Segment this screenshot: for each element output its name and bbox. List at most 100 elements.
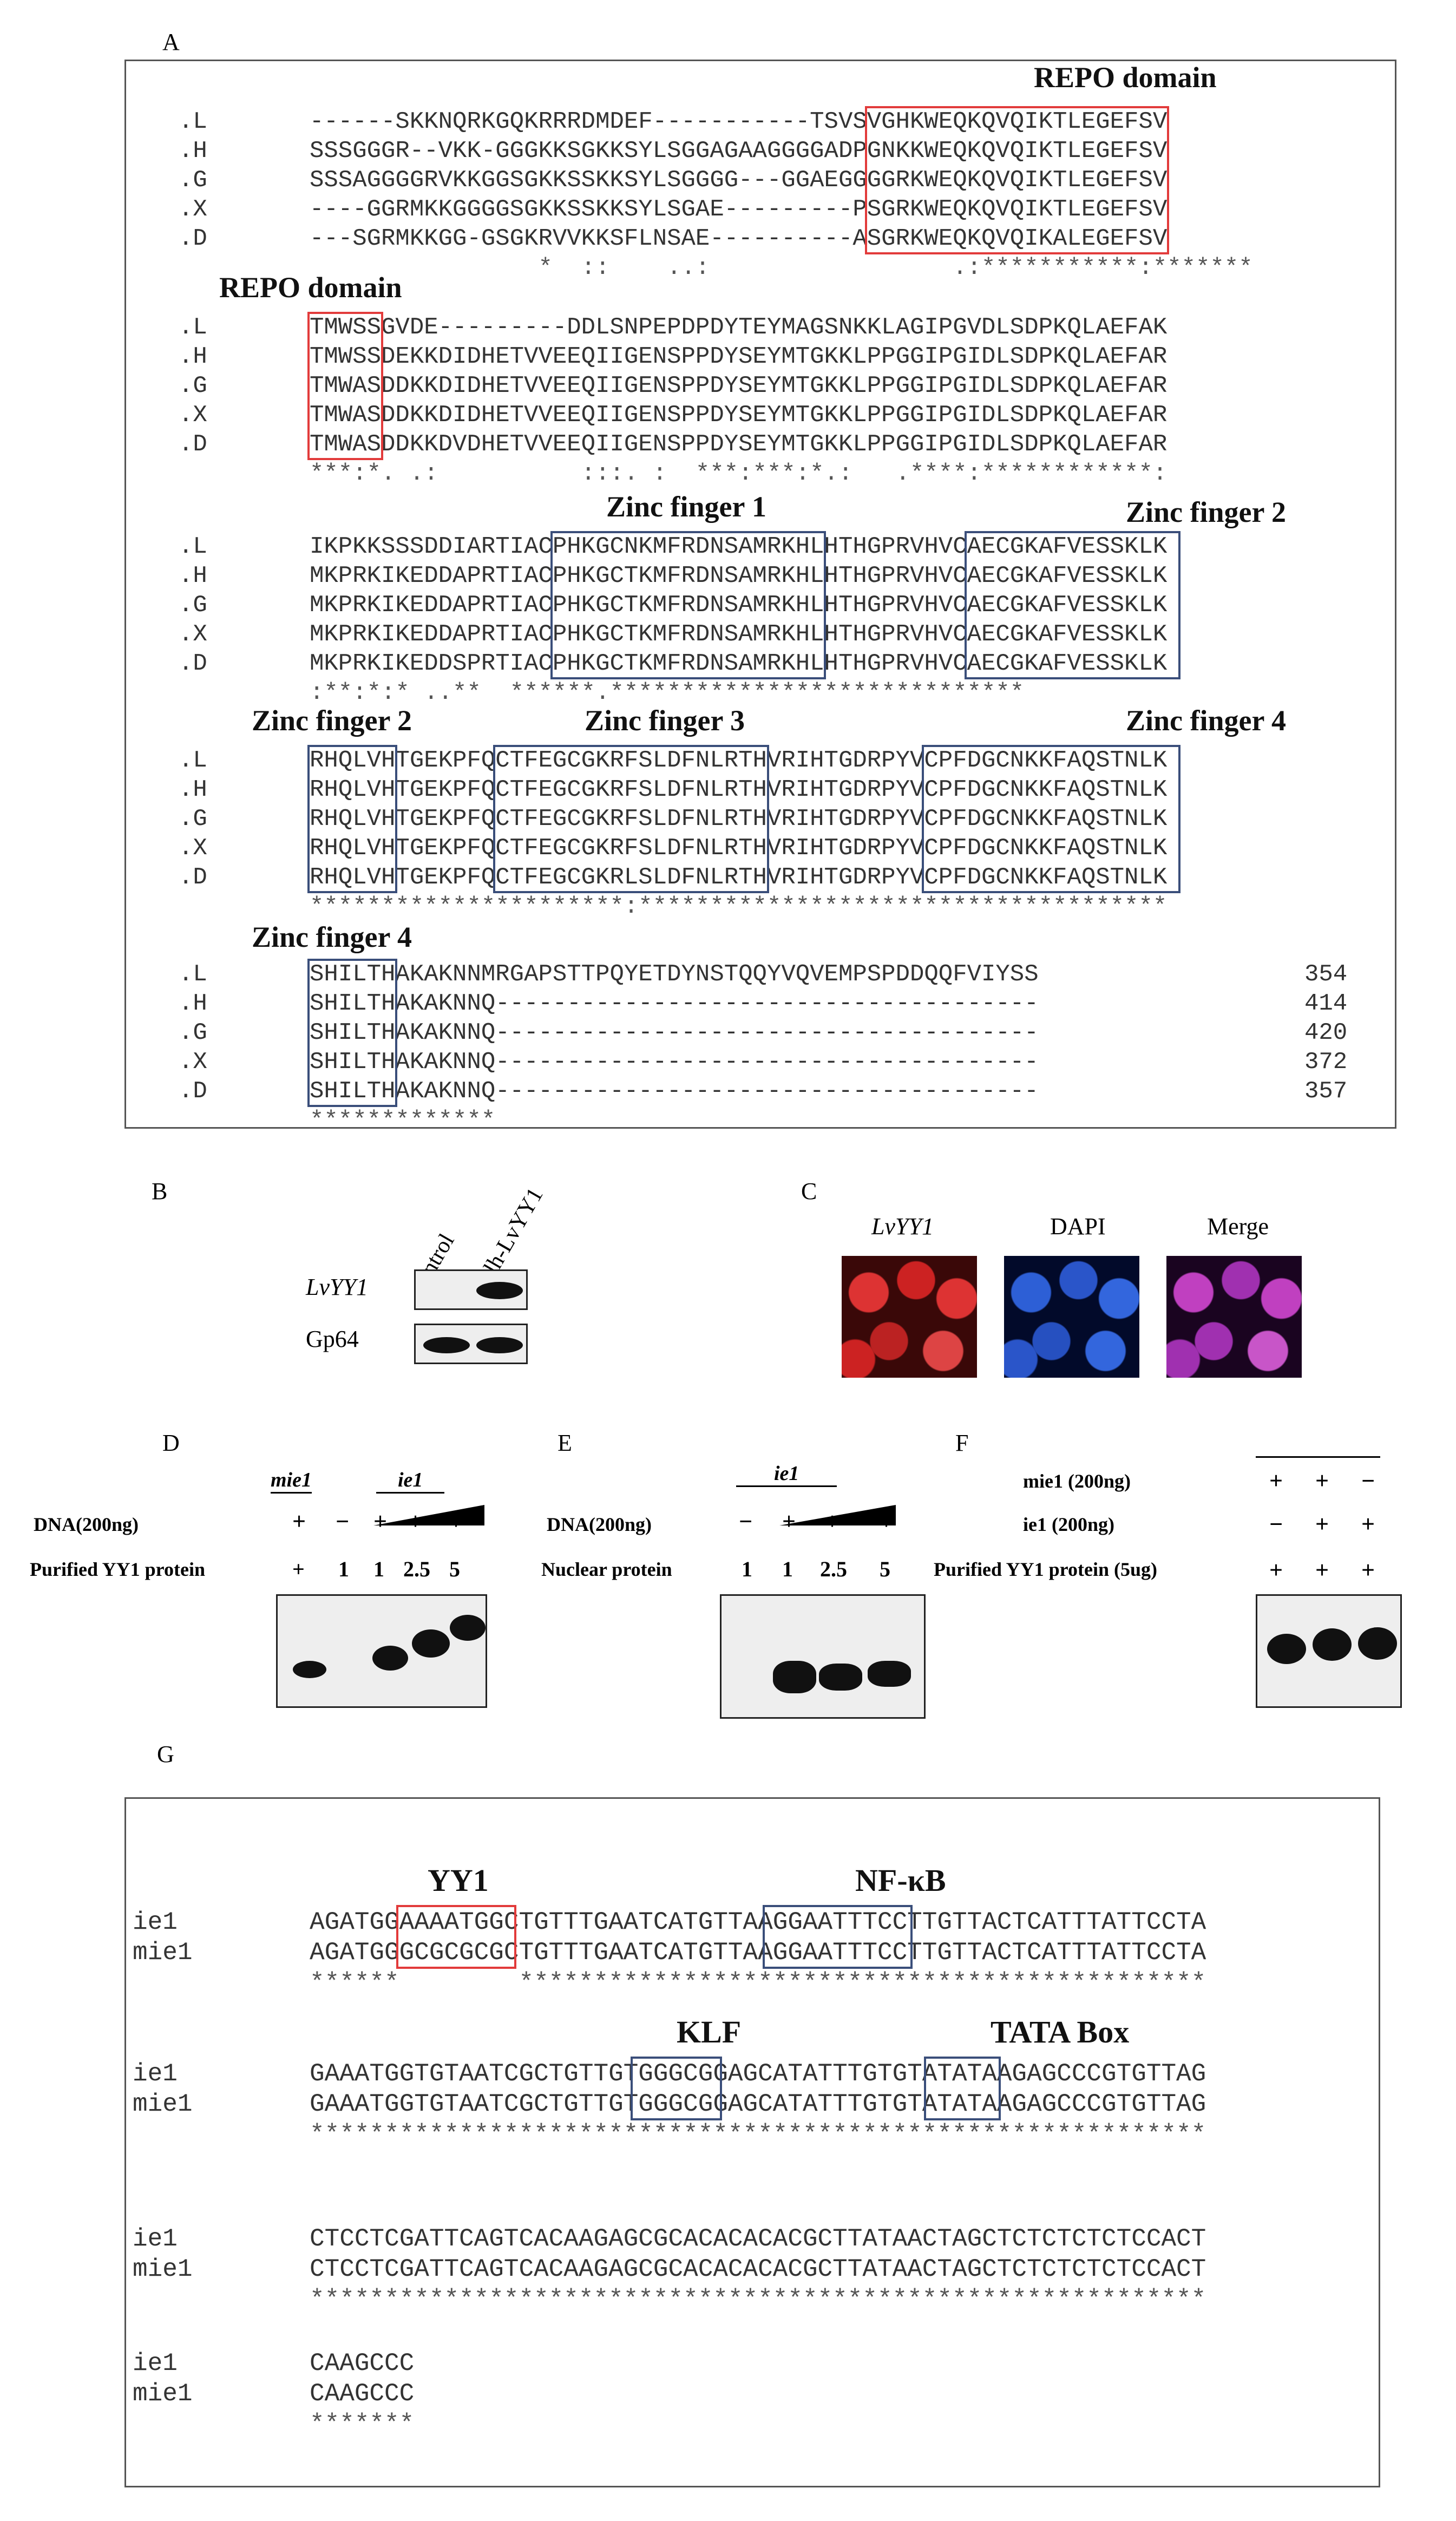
seq-row-4-3: SHILTHAKAKNNQ---------------------------… [310, 1049, 1039, 1076]
g-seq-row-3-0: CAAGCCC [310, 2349, 415, 2378]
seq-row-2-2: MKPRKIKEDDAPRTIACPHKGCTKMFRDNSAMRKHLHTHG… [310, 592, 1168, 619]
seq-id-0-1: .H [179, 137, 207, 165]
e-row1-value-2: + [825, 1508, 840, 1535]
zinc-finger-4-title-b: Zinc finger 4 [252, 921, 412, 953]
f-row1-value-0: + [1269, 1468, 1283, 1494]
e-band-3 [819, 1664, 862, 1691]
d-row1-value-1: − [336, 1508, 350, 1535]
f-row2-value-0: − [1269, 1511, 1283, 1537]
d-row2-value-2: 1 [373, 1557, 384, 1581]
d-emsa-gel [276, 1594, 487, 1708]
seq-id-1-3: .X [179, 402, 207, 429]
seq-id-2-3: .X [179, 621, 207, 648]
seq-length-0: 354 [1304, 961, 1348, 988]
zinc-finger-2-box-b [307, 745, 398, 893]
e-band-4 [868, 1661, 911, 1687]
d-band-3 [372, 1646, 408, 1671]
tata-box-site-box [924, 2057, 1001, 2120]
band-gp64-polh [476, 1337, 523, 1353]
g-seq-row-0-0: AGATGGAAAATGGCTGTTTGAATCATGTTAAGGAATTTCC… [310, 1908, 1206, 1936]
seq-row-4-2: SHILTHAKAKNNQ---------------------------… [310, 1019, 1039, 1046]
g-conservation-line-1: ****************************************… [310, 2120, 1206, 2149]
zinc-finger-4-title-a: Zinc finger 4 [1126, 704, 1286, 737]
image-label-lvyy1: LvYY1 [871, 1213, 934, 1240]
e-band-2 [773, 1661, 816, 1693]
e-row2-value-1: 1 [782, 1557, 793, 1581]
seq-row-3-2: RHQLVHTGEKPFQCTFEGCGKRFSLDFNLRTHVRIHTGDR… [310, 806, 1168, 833]
seq-id-3-4: .D [179, 864, 207, 891]
seq-id-2-4: .D [179, 650, 207, 677]
band-lvyy1-polh [476, 1282, 523, 1299]
d-gradient-wedge [373, 1505, 484, 1525]
seq-row-4-1: SHILTHAKAKNNQ---------------------------… [310, 990, 1039, 1017]
g-seq-id-2-1: mie1 [133, 2255, 193, 2283]
panel-letter-g: G [157, 1741, 174, 1767]
f-row3-value-1: + [1315, 1557, 1329, 1583]
seq-id-0-2: .G [179, 167, 207, 194]
e-emsa-gel [720, 1594, 926, 1719]
repo-domain-box-2 [307, 312, 383, 460]
blot-lvyy1 [414, 1269, 528, 1310]
g-seq-id-3-0: ie1 [133, 2349, 178, 2378]
seq-row-3-4: RHQLVHTGEKPFQCTFEGCGKRLSLDFNLRTHVRIHTGDR… [310, 864, 1168, 891]
seq-id-3-0: .L [179, 747, 207, 774]
seq-id-0-0: .L [179, 108, 207, 135]
g-seq-id-0-0: ie1 [133, 1908, 178, 1936]
e-row2-label: Nuclear protein [541, 1559, 672, 1580]
seq-row-1-2: TMWASDDKKDIDHETVVEEQIIGENSPPDYSEYMTGKKLP… [310, 372, 1168, 400]
image-label-merge: Merge [1207, 1213, 1269, 1240]
f-row2-value-1: + [1315, 1511, 1329, 1537]
image-label-dapi: DAPI [1050, 1213, 1106, 1240]
e-wt-label: ie1 [736, 1462, 837, 1487]
conservation-line-1: ***:*. .: :::. : ***:***:*.: .****:*****… [310, 460, 1168, 487]
blot-gp64 [414, 1324, 528, 1364]
e-gradient-wedge [779, 1505, 896, 1525]
d-row2-value-4: 5 [449, 1557, 460, 1581]
seq-row-0-0: ------SKKNQRKGQKRRRDMDEF-----------TSVSV… [310, 108, 1168, 135]
seq-id-1-2: .G [179, 372, 207, 400]
zinc-finger-4-box-b [307, 959, 398, 1107]
seq-row-1-3: TMWASDDKKDIDHETVVEEQIIGENSPPDYSEYMTGKKLP… [310, 402, 1168, 429]
seq-id-0-3: .X [179, 196, 207, 223]
zinc-finger-3-title: Zinc finger 3 [585, 704, 745, 737]
nfkb-site-box [763, 1905, 913, 1969]
f-band-3 [1358, 1627, 1397, 1660]
f-row3-value-2: + [1361, 1557, 1375, 1583]
seq-row-3-3: RHQLVHTGEKPFQCTFEGCGKRFSLDFNLRTHVRIHTGDR… [310, 835, 1168, 862]
panel-letter-e: E [558, 1430, 572, 1456]
conservation-line-0: * :: ..: .:***********:******* [310, 254, 1253, 281]
d-row1-label: DNA(200ng) [34, 1514, 139, 1535]
d-band-4 [412, 1629, 450, 1658]
d-wt-label: ie1 [376, 1468, 445, 1494]
panel-letter-d: D [162, 1430, 180, 1456]
zinc-finger-4-box-a [922, 745, 1181, 893]
g-seq-id-1-1: mie1 [133, 2090, 193, 2118]
f-emsa-gel [1256, 1594, 1402, 1708]
seq-row-1-4: TMWASDDKKDVDHETVVEEQIIGENSPPDYSEYMTGKKLP… [310, 431, 1168, 458]
e-row1-value-1: + [782, 1508, 796, 1535]
f-row1-value-2: − [1361, 1468, 1375, 1494]
f-band-1 [1267, 1634, 1306, 1664]
row-label-gp64: Gp64 [306, 1326, 359, 1352]
f-row1-value-1: + [1315, 1468, 1329, 1494]
seq-row-2-0: IKPKKSSSDDIARTIACPHKGCNKMFRDNSAMRKHLHTHG… [310, 533, 1168, 560]
g-seq-row-3-1: CAAGCCC [310, 2380, 415, 2408]
seq-id-1-0: .L [179, 314, 207, 341]
g-conservation-line-3: ******* [310, 2410, 415, 2438]
seq-length-1: 414 [1304, 990, 1348, 1017]
seq-row-3-0: RHQLVHTGEKPFQCTFEGCGKRFSLDFNLRTHVRIHTGDR… [310, 747, 1168, 774]
repo-domain-box-1 [864, 106, 1169, 254]
seq-id-4-4: .D [179, 1078, 207, 1105]
seq-row-2-3: MKPRKIKEDDAPRTIACPHKGCTKMFRDNSAMRKHLHTHG… [310, 621, 1168, 648]
g-seq-id-2-0: ie1 [133, 2225, 178, 2253]
g-seq-row-2-1: CTCCTCGATTCAGTCACAAGAGCGCACACACACGCTTATA… [310, 2255, 1206, 2283]
g-seq-row-1-1: GAAATGGTGTAATCGCTGTTGTGGGCGGAGCATATTTGTG… [310, 2090, 1206, 2118]
nfkb-site-title: NF-κB [855, 1863, 946, 1898]
seq-id-1-1: .H [179, 343, 207, 370]
g-conservation-line-0: ****** *********************************… [310, 1969, 1206, 1997]
panel-letter-f: F [955, 1430, 969, 1456]
yy1-site-box [396, 1905, 517, 1969]
seq-row-2-1: MKPRKIKEDDAPRTIACPHKGCTKMFRDNSAMRKHLHTHG… [310, 562, 1168, 590]
e-row2-value-2: 2.5 [820, 1557, 847, 1581]
conservation-line-3: **********************:*****************… [310, 893, 1168, 920]
